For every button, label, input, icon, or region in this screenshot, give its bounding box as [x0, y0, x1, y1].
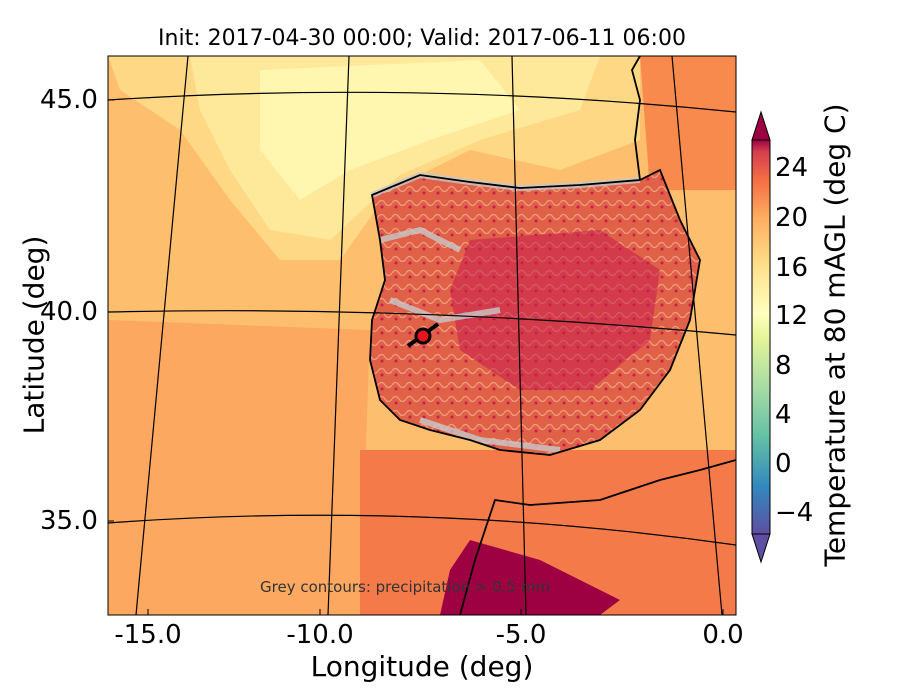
- colorbar: [751, 110, 771, 564]
- map-title: Init: 2017-04-30 00:00; Valid: 2017-06-1…: [158, 26, 686, 51]
- x-tick-label: -15.0: [114, 620, 182, 650]
- warm-sea-east: [640, 56, 736, 190]
- colorbar-tick-label: 12: [775, 301, 809, 331]
- coastline-iberia: [369, 168, 701, 456]
- colorbar-tick-label: 24: [775, 153, 809, 183]
- graticule-lon-0: [671, 56, 723, 615]
- colorbar-gradient: [751, 139, 771, 535]
- graticule-lon-m10: [327, 56, 350, 615]
- colorbar-tick-label: 16: [775, 253, 809, 283]
- map-plot-area: [108, 56, 736, 615]
- iberia-hot-interior: [450, 230, 660, 390]
- coastline-africa: [459, 459, 736, 615]
- colorbar-tick-label: −4: [775, 498, 814, 528]
- colorbar-extend-min: [751, 533, 771, 564]
- colorbar-extend-max: [751, 110, 771, 141]
- x-tick-label: -10.0: [286, 620, 354, 650]
- colorbar-label: Temperature at 80 mAGL (deg C): [818, 103, 852, 567]
- africa-hot-region: [440, 540, 620, 615]
- colorbar-tick-label: 0: [775, 449, 792, 479]
- graticule-lon-m15: [135, 56, 189, 615]
- coastline-france: [631, 56, 641, 181]
- x-tick-marks: [147, 609, 724, 615]
- x-tick-label: -5.0: [495, 620, 547, 650]
- site-marker: [414, 327, 432, 345]
- graticule-lat-40: [108, 310, 736, 336]
- y-tick-marks: [108, 99, 114, 522]
- y-tick-label: 45.0: [40, 85, 98, 115]
- warm-sea-south: [108, 320, 370, 615]
- precip-annotation: Grey contours: precipitation > 0.5 mm: [260, 578, 551, 596]
- graticule-lat-45: [108, 91, 736, 113]
- x-tick-label: 0.0: [702, 620, 744, 650]
- y-tick-label: 40.0: [40, 297, 98, 327]
- graticule-lon-m5: [511, 56, 527, 615]
- y-tick-label: 35.0: [40, 506, 98, 536]
- y-axis-label: Latitude (deg): [17, 235, 51, 435]
- graticule-lat-35: [108, 514, 736, 546]
- colorbar-tick-label: 8: [775, 351, 792, 381]
- colorbar-tick-label: 4: [775, 400, 792, 430]
- colorbar-tick-label: 20: [775, 203, 809, 233]
- coolest-core: [260, 60, 520, 200]
- map-frame: [107, 55, 737, 616]
- x-axis-label: Longitude (deg): [310, 650, 534, 683]
